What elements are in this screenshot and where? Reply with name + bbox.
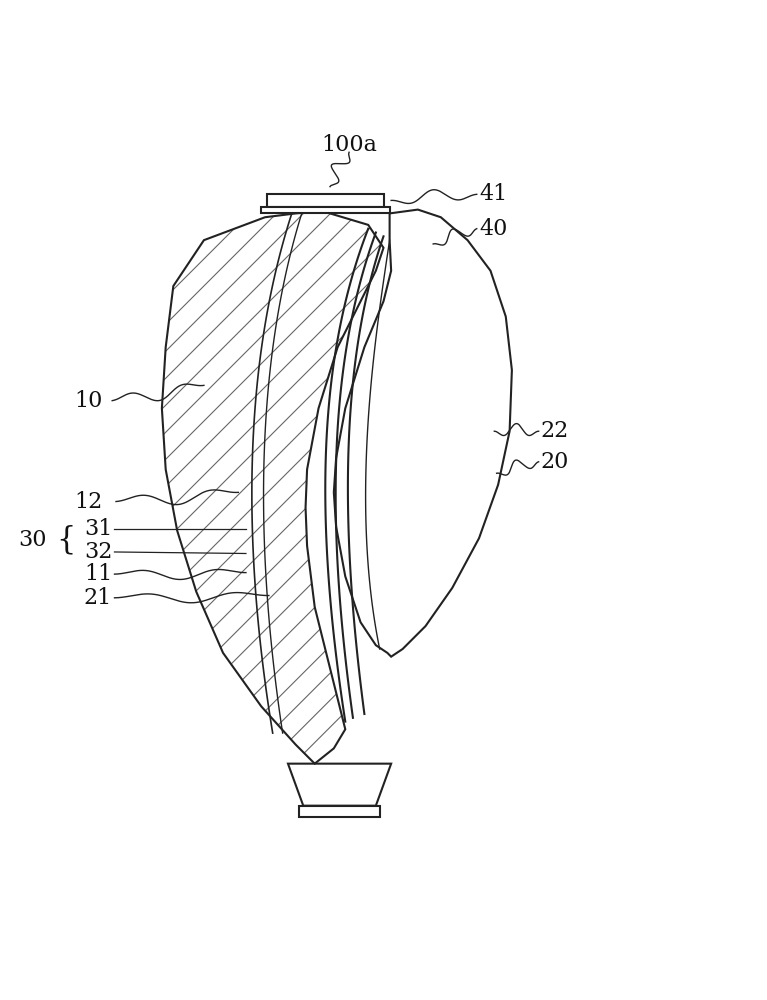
Polygon shape (262, 207, 390, 213)
Text: 100a: 100a (321, 134, 377, 156)
Text: 32: 32 (84, 541, 112, 563)
Polygon shape (334, 210, 512, 657)
Text: 11: 11 (84, 563, 112, 585)
Text: 40: 40 (479, 218, 508, 240)
Text: 22: 22 (540, 420, 568, 442)
Polygon shape (268, 194, 384, 207)
Polygon shape (299, 806, 380, 817)
Text: 31: 31 (84, 518, 112, 540)
Text: 21: 21 (84, 587, 112, 609)
Text: 30: 30 (18, 529, 47, 551)
Polygon shape (162, 211, 384, 764)
Text: {: { (57, 525, 76, 556)
Text: 20: 20 (540, 451, 568, 473)
Text: 10: 10 (74, 390, 102, 412)
Text: 12: 12 (74, 491, 102, 513)
Text: 41: 41 (479, 183, 507, 205)
Polygon shape (288, 764, 391, 806)
